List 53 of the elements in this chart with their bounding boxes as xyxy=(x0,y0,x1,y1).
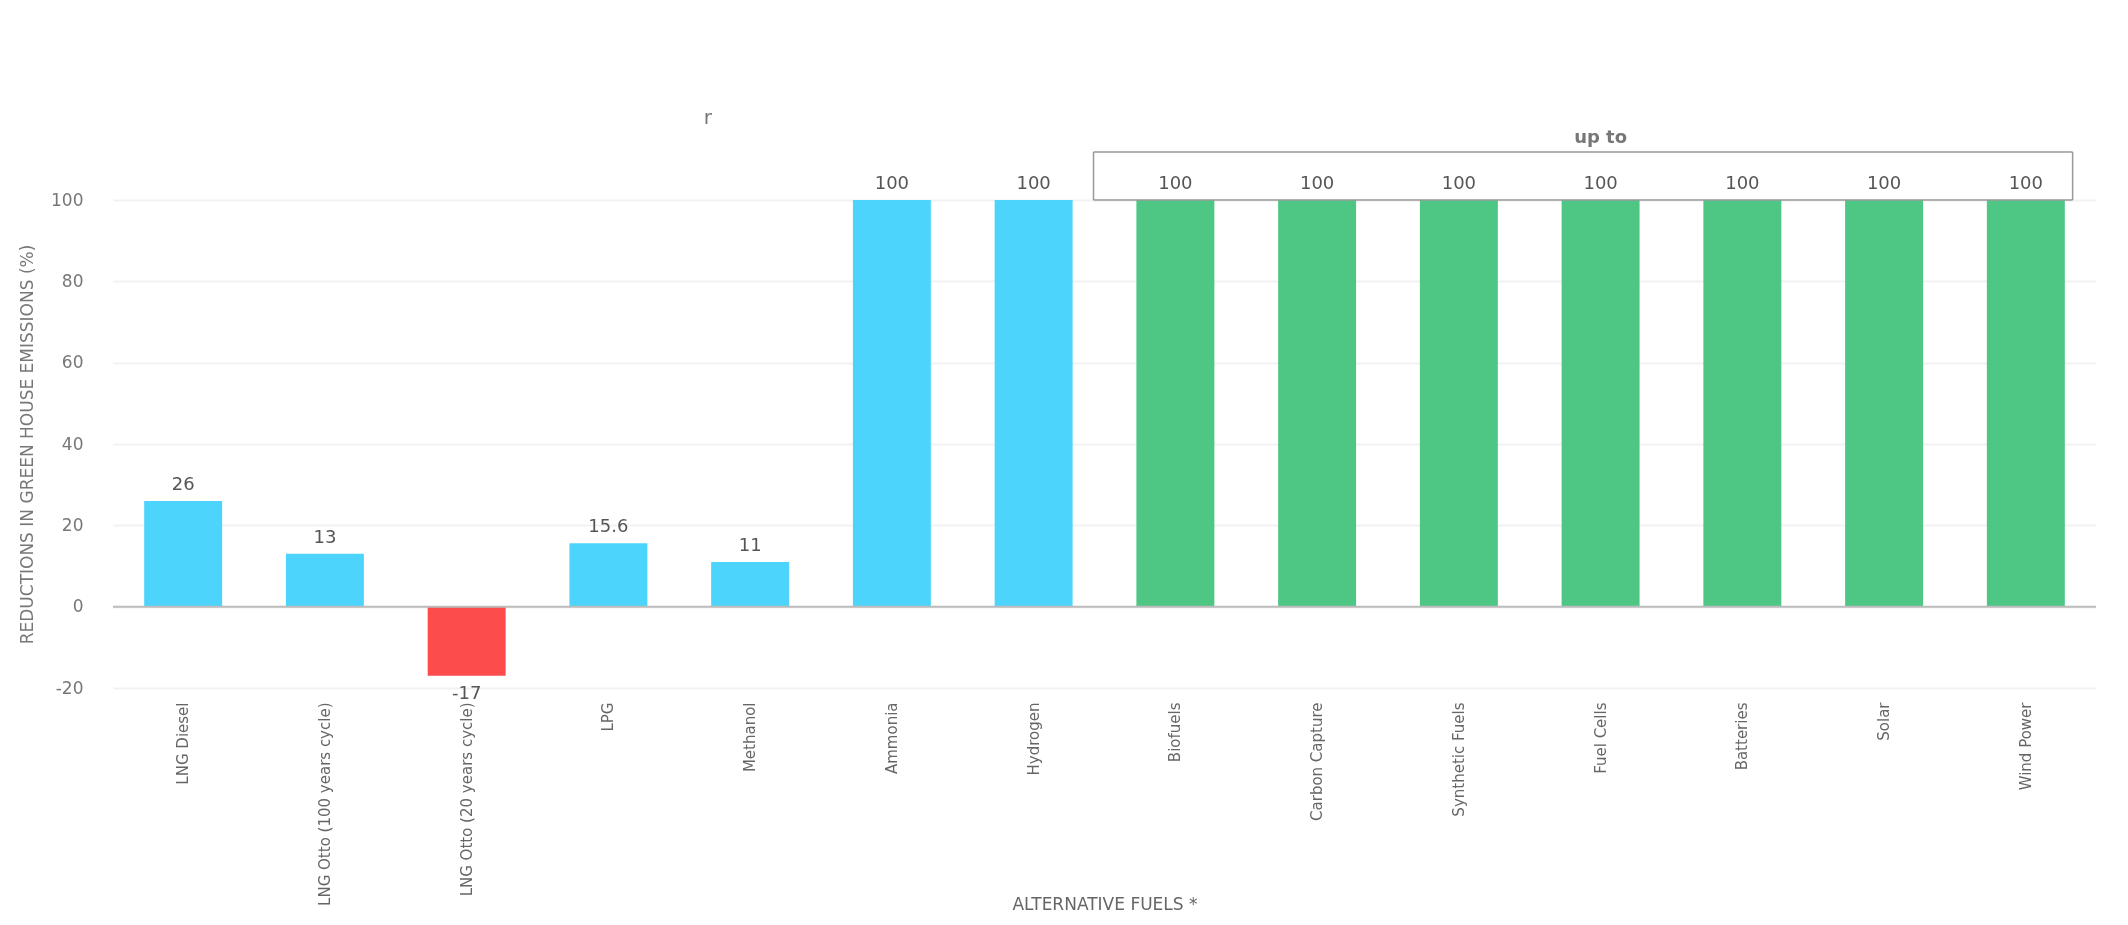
x-tick-label: Batteries xyxy=(1733,702,1752,771)
data-label: -17 xyxy=(451,681,482,703)
x-tick-label: Wind Power xyxy=(2016,701,2035,791)
data-label: 11 xyxy=(738,533,762,555)
x-tick-label: LNG Diesel xyxy=(174,702,193,785)
bar xyxy=(1986,200,2065,607)
text: up to xyxy=(1574,126,1628,147)
data-label: 100 xyxy=(1299,172,1335,193)
data-label: 100 xyxy=(1725,172,1760,193)
bar xyxy=(1703,200,1782,607)
bar xyxy=(1845,200,1924,607)
bar xyxy=(852,200,931,607)
data-label: 15.6 xyxy=(588,515,629,537)
data-label: 100 xyxy=(874,172,910,193)
bar xyxy=(1278,200,1357,607)
x-tick-label: LNG Otto (100 years cycle) xyxy=(315,702,334,906)
x-tick-label: Carbon Capture xyxy=(1308,702,1327,821)
data-label: 100 xyxy=(2008,172,2044,193)
text: r xyxy=(703,105,713,129)
y-tick-label: 100 xyxy=(51,189,84,210)
x-axis-title: ALTERNATIVE FUELS * xyxy=(1012,893,1198,914)
x-tick-label: Synthetic Fuels xyxy=(1449,702,1468,817)
y-tick-label: 80 xyxy=(61,270,84,291)
bar xyxy=(285,553,364,607)
bar xyxy=(569,543,648,607)
y-axis-title: REDUCTIONS IN GREEN HOUSE EMISSIONS (%) xyxy=(17,244,38,645)
y-tick-label: 0 xyxy=(72,596,84,617)
bar xyxy=(1136,200,1215,607)
x-tick-label: LNG Otto (20 years cycle) xyxy=(457,702,476,897)
bar xyxy=(144,500,223,607)
data-label: 100 xyxy=(1016,172,1051,193)
y-tick-label: 60 xyxy=(61,352,84,373)
data-label: 13 xyxy=(313,525,337,547)
bar xyxy=(1419,200,1498,607)
y-tick-label: -20 xyxy=(55,677,84,698)
data-label: 100 xyxy=(1866,172,1902,193)
data-label: 100 xyxy=(1583,172,1618,193)
x-tick-label: LPG xyxy=(599,702,618,732)
data-label: 26 xyxy=(171,472,195,494)
bar xyxy=(427,606,506,676)
y-tick-label: 40 xyxy=(61,433,84,454)
x-tick-label: Methanol xyxy=(741,702,760,773)
x-tick-label: Biofuels xyxy=(1166,702,1185,763)
bar xyxy=(994,200,1073,607)
data-label: 100 xyxy=(1441,172,1477,193)
x-tick-label: Hydrogen xyxy=(1024,702,1043,776)
x-tick-label: Ammonia xyxy=(882,702,901,775)
bar xyxy=(1561,200,1640,607)
data-label: 100 xyxy=(1158,172,1193,193)
x-tick-label: Fuel Cells xyxy=(1591,702,1610,774)
y-tick-label: 20 xyxy=(61,514,84,535)
bar xyxy=(711,561,790,607)
x-tick-label: Solar xyxy=(1875,701,1894,741)
